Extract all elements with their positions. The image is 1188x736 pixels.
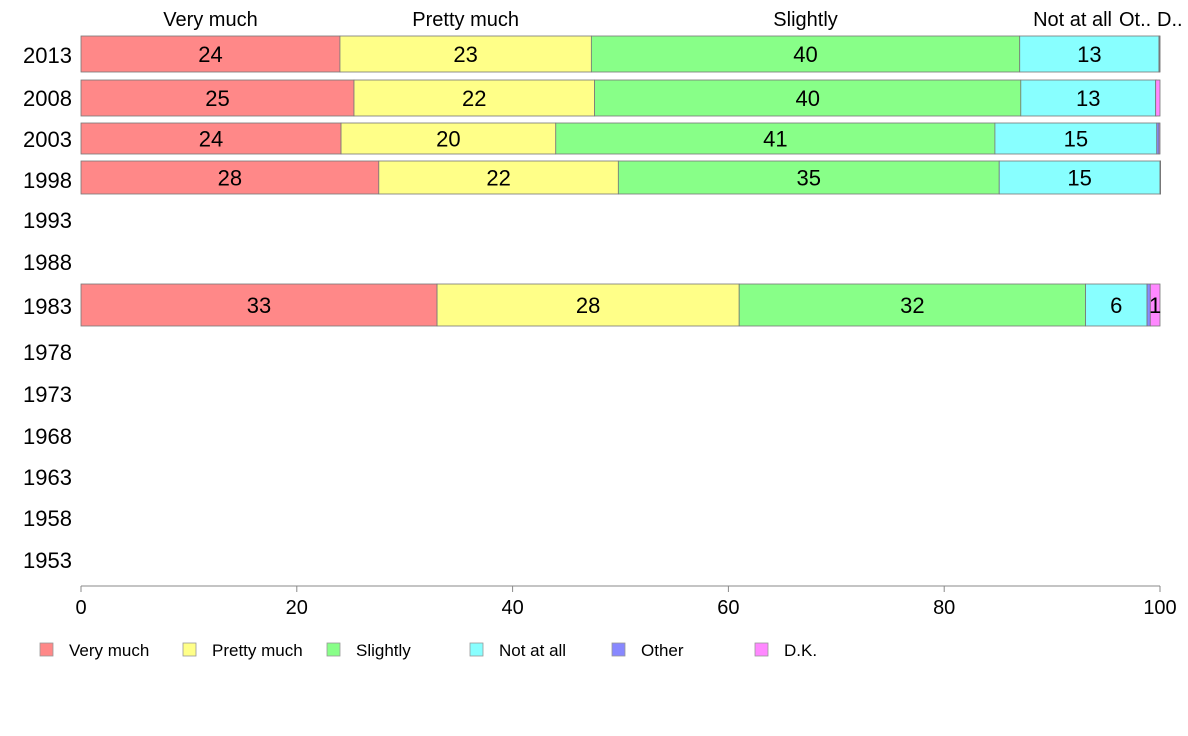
bar-segment-very-much xyxy=(80,122,342,155)
y-tick-label: 1958 xyxy=(23,506,72,531)
data-label: 33 xyxy=(247,293,271,318)
bar-segment-not-at-all xyxy=(998,160,1161,195)
y-tick-label: 1988 xyxy=(23,250,72,275)
bar-segment-not-at-all xyxy=(1019,35,1160,73)
bar-segment-slightly xyxy=(617,160,1000,195)
y-tick-label: 2013 xyxy=(23,43,72,68)
y-tick-label: 1998 xyxy=(23,168,72,193)
y-tick-label: 1993 xyxy=(23,208,72,233)
x-tick-label: 40 xyxy=(501,597,523,619)
data-label: 32 xyxy=(900,293,924,318)
y-tick-label: 1953 xyxy=(23,548,72,573)
top-series-label: Slightly xyxy=(773,9,837,31)
y-tick-label: 1963 xyxy=(23,465,72,490)
data-label: 25 xyxy=(205,86,229,111)
y-tick-label: 1968 xyxy=(23,424,72,449)
top-series-label: Pretty much xyxy=(412,9,519,31)
bar-segment-d-k xyxy=(1155,79,1161,117)
data-label: 40 xyxy=(793,42,817,67)
x-tick-label: 80 xyxy=(933,597,955,619)
x-tick-label: 100 xyxy=(1143,597,1176,619)
bar-segment-pretty-much xyxy=(339,35,592,73)
legend-swatch xyxy=(326,642,341,657)
x-tick-label: 20 xyxy=(286,597,308,619)
data-label: 6 xyxy=(1110,293,1122,318)
data-label: 23 xyxy=(453,42,477,67)
bar-segment-very-much xyxy=(80,79,355,117)
bar-segment-very-much xyxy=(80,35,341,73)
bar-segment-not-at-all xyxy=(1020,79,1157,117)
y-tick-label: 2003 xyxy=(23,127,72,152)
top-series-label: D.. xyxy=(1157,9,1183,31)
legend-label: Not at all xyxy=(499,641,566,660)
y-tick-label: 2008 xyxy=(23,86,72,111)
legend-label: D.K. xyxy=(784,641,817,660)
legend-label: Very much xyxy=(69,641,149,660)
data-label: 1 xyxy=(1149,293,1161,318)
x-tick-label: 60 xyxy=(717,597,739,619)
bar-segment-not-at-all xyxy=(1085,283,1148,327)
bar-segment-pretty-much xyxy=(353,79,596,117)
bar-segment-slightly xyxy=(555,122,996,155)
data-label: 22 xyxy=(486,166,510,191)
legend-swatch xyxy=(39,642,54,657)
bar-segment-d-k xyxy=(1159,35,1161,73)
data-label: 24 xyxy=(199,127,223,152)
bar-segment-slightly xyxy=(738,283,1086,327)
bar-segment-slightly xyxy=(594,79,1022,117)
y-tick-label: 1978 xyxy=(23,340,72,365)
y-tick-label: 1973 xyxy=(23,382,72,407)
legend-swatch xyxy=(611,642,626,657)
data-label: 13 xyxy=(1077,42,1101,67)
legend-swatch xyxy=(754,642,769,657)
bar-segment-very-much xyxy=(80,283,438,327)
data-label: 28 xyxy=(576,293,600,318)
bar-segment-d-k xyxy=(1158,122,1161,155)
bar-segment-not-at-all xyxy=(994,122,1158,155)
top-series-label: Not at all xyxy=(1033,9,1112,31)
top-series-label: Ot.. xyxy=(1119,9,1151,31)
data-label: 41 xyxy=(763,127,787,152)
data-label: 22 xyxy=(462,86,486,111)
bar-segment-slightly xyxy=(590,35,1021,73)
bar-segment-very-much xyxy=(80,160,380,195)
y-tick-label: 1983 xyxy=(23,294,72,319)
data-label: 24 xyxy=(198,42,222,67)
data-label: 35 xyxy=(797,166,821,191)
data-label: 15 xyxy=(1067,166,1091,191)
data-label: 15 xyxy=(1064,127,1088,152)
data-label: 20 xyxy=(436,127,460,152)
legend-label: Pretty much xyxy=(212,641,303,660)
data-label: 40 xyxy=(795,86,819,111)
x-tick-label: 0 xyxy=(75,597,86,619)
bar-segment-d-k xyxy=(1149,283,1161,327)
legend-label: Slightly xyxy=(356,641,411,660)
legend-swatch xyxy=(182,642,197,657)
legend-swatch xyxy=(469,642,484,657)
bar-segment-d-k xyxy=(1159,160,1162,195)
top-series-label: Very much xyxy=(163,9,257,31)
legend-label: Other xyxy=(641,641,684,660)
data-label: 13 xyxy=(1076,86,1100,111)
data-label: 28 xyxy=(218,166,242,191)
bar-segment-pretty-much xyxy=(436,283,740,327)
